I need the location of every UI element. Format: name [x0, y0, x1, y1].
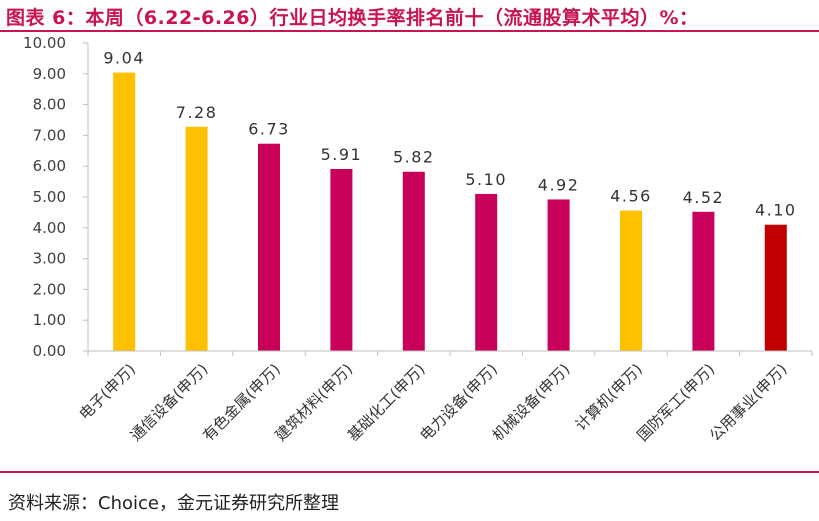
value-label-6: 5.10: [465, 170, 507, 189]
x-category-label-7: 机械设备(申万): [489, 360, 574, 445]
footer-divider: [0, 471, 819, 473]
bar-3: [258, 143, 280, 351]
source-note: 资料来源：Choice，金元证券研究所整理: [8, 493, 339, 514]
value-label-9: 4.52: [683, 188, 725, 207]
value-label-7: 4.92: [538, 175, 580, 194]
y-tick-label: 1.00: [33, 311, 66, 329]
value-label-5: 5.82: [393, 148, 435, 167]
bar-10: [764, 224, 787, 351]
y-tick-label: 3.00: [33, 250, 66, 268]
y-tick-label: 8.00: [33, 96, 66, 114]
value-label-3: 6.73: [248, 120, 290, 139]
x-category-label-1: 电子(申万): [76, 360, 139, 423]
y-tick-label: 0.00: [33, 342, 66, 360]
bar-1: [113, 72, 136, 352]
y-tick-label: 6.00: [33, 157, 66, 175]
bar-4: [330, 168, 353, 351]
y-tick-label: 5.00: [33, 188, 66, 206]
y-tick-label: 7.00: [33, 126, 66, 144]
x-category-label-10: 公用事业(申万): [706, 360, 791, 445]
y-tick-label: 9.00: [33, 65, 66, 83]
bar-5: [402, 171, 425, 351]
value-labels: 9.04 7.28 6.73 5.91 5.82 5.10 4.92 4.56 4.52 4.10: [103, 49, 797, 220]
value-label-4: 5.91: [321, 145, 363, 164]
y-tick-label: 10.00: [23, 34, 66, 52]
bar-2: [185, 126, 208, 351]
x-category-label-8: 计算机(申万): [572, 360, 646, 434]
title-divider: [0, 30, 819, 32]
value-label-1: 9.04: [103, 49, 145, 68]
y-tick-label: 2.00: [33, 280, 66, 298]
value-label-8: 4.56: [610, 187, 652, 206]
value-label-2: 7.28: [176, 103, 218, 122]
bar-7: [547, 199, 570, 351]
bar-8: [620, 210, 642, 351]
bar-6: [475, 193, 498, 351]
y-tick-label: 4.00: [33, 219, 66, 237]
chart-title: 图表 6：本周（6.22-6.26）行业日均换手率排名前十（流通股算术平均）%：: [6, 7, 699, 29]
value-label-10: 4.10: [755, 201, 797, 220]
bar-9: [692, 211, 715, 351]
y-axis: 0.00 1.00 2.00 3.00 4.00 5.00 6.00 7.00 8.00 9.00…: [23, 34, 89, 360]
bar-chart: 0.00 1.00 2.00 3.00 4.00 5.00 6.00 7.00 8.00 9.00…: [23, 34, 813, 445]
x-axis: 电子(申万)通信设备(申万)有色金属(申万)建筑材料(申万)基础化工(申万)电力…: [76, 350, 813, 445]
bars: [113, 72, 787, 352]
